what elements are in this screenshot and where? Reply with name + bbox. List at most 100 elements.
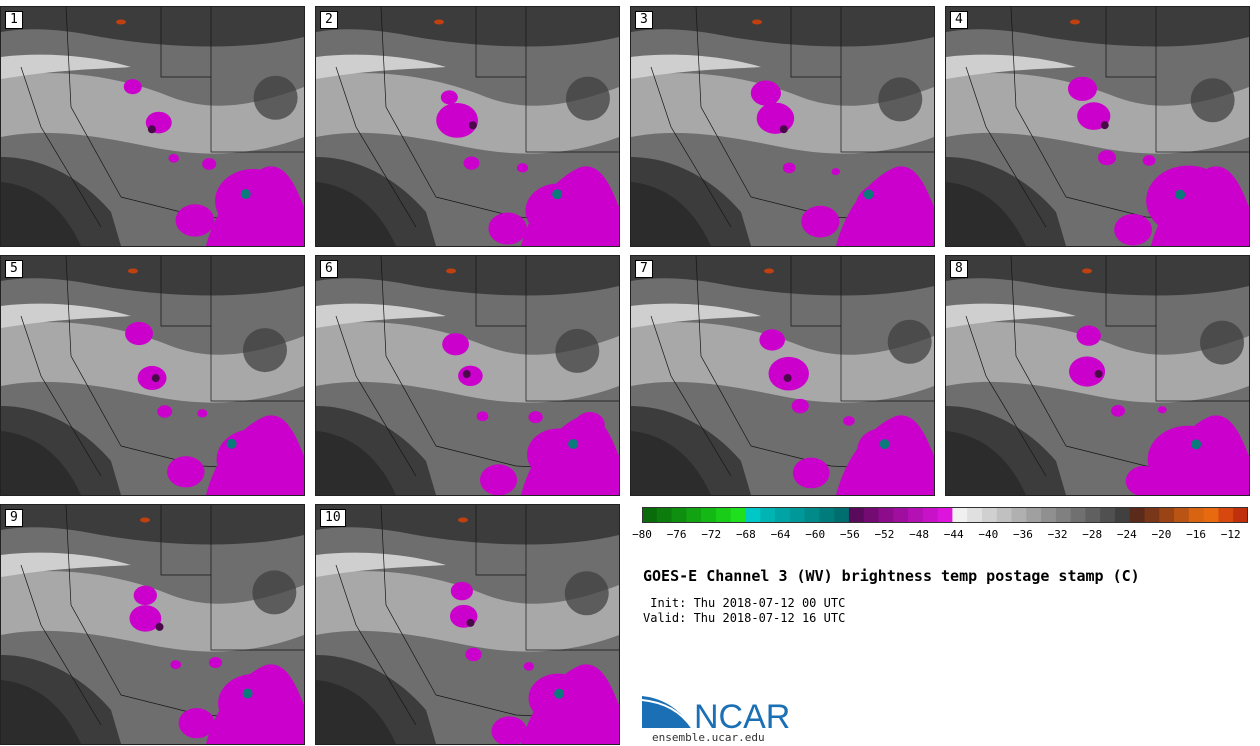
colorbar-swatch <box>848 507 865 523</box>
colorbar-swatch <box>701 507 717 523</box>
convective-cloud <box>123 79 142 95</box>
moist-streak <box>316 54 446 79</box>
panel-label-4: 4 <box>950 11 968 29</box>
convective-cloud <box>1076 325 1101 346</box>
wv-map <box>1 7 304 246</box>
dry-core-southwest <box>1 680 81 744</box>
cold-cloud-top <box>147 125 156 134</box>
state-boundary <box>650 315 732 477</box>
colorbar-swatch <box>775 507 791 523</box>
colorbar-tick-label: −76 <box>666 528 687 541</box>
colorbar-swatch <box>1011 507 1027 523</box>
colorbar-tick-label: −36 <box>1012 528 1033 541</box>
convective-cloud <box>516 163 529 173</box>
convective-cloud <box>170 660 182 670</box>
dry-band-north <box>1 256 304 296</box>
colorbar <box>642 507 1248 523</box>
convective-complex <box>206 415 304 495</box>
dry-band-north <box>1 505 304 545</box>
warm-spot <box>446 268 456 274</box>
state-boundary <box>380 7 437 198</box>
colorbar-tick-label: −56 <box>839 528 860 541</box>
colorbar-swatch <box>952 507 968 523</box>
colorbar-tick-label: −60 <box>805 528 826 541</box>
colorbar-tick-label: −24 <box>1116 528 1137 541</box>
colorbar-swatch <box>686 507 702 523</box>
convective-cloud <box>523 662 534 671</box>
state-boundary <box>650 66 732 228</box>
colorbar-swatch <box>819 507 835 523</box>
convective-cloud <box>488 212 527 245</box>
panel-label-9: 9 <box>5 509 23 527</box>
dry-band-north <box>316 256 619 296</box>
wv-map <box>946 256 1249 495</box>
moist-streak <box>631 303 761 328</box>
colorbar-swatch <box>1174 507 1190 523</box>
cold-cloud-top <box>568 438 579 449</box>
convective-cloud <box>442 333 469 356</box>
stamp-panel-9: 9 <box>0 504 305 745</box>
panel-label-6: 6 <box>320 260 338 278</box>
state-boundary <box>695 7 752 198</box>
colorbar-swatch <box>1041 507 1057 523</box>
convective-complex <box>521 166 619 246</box>
cold-cloud-top <box>1191 439 1202 450</box>
state-boundary <box>335 66 417 228</box>
panel-label-1: 1 <box>5 11 23 29</box>
panel-label-3: 3 <box>635 11 653 29</box>
dry-band-north <box>631 7 934 47</box>
moist-band <box>1 322 304 403</box>
map-4 <box>946 7 1249 246</box>
ncar-logo-text: NCAR <box>694 698 790 732</box>
colorbar-swatch <box>1188 507 1205 523</box>
warm-spot <box>458 517 468 523</box>
state-boundary <box>965 315 1047 477</box>
colorbar-swatch <box>834 507 850 523</box>
colorbar-swatch <box>715 507 732 523</box>
convective-cloud <box>479 464 518 495</box>
wv-map <box>316 7 619 246</box>
warm-spot <box>116 19 126 25</box>
init-time: Init: Thu 2018-07-12 00 UTC <box>643 596 846 610</box>
cold-cloud-top <box>240 189 251 200</box>
convective-cloud <box>1111 405 1125 417</box>
panel-label-2: 2 <box>320 11 338 29</box>
map-6 <box>316 256 619 495</box>
stamp-panel-3: 3 <box>630 6 935 247</box>
stamp-panel-2: 2 <box>315 6 620 247</box>
moist-streak <box>631 54 761 79</box>
wv-map <box>316 256 619 495</box>
convective-cloud <box>476 411 489 422</box>
state-boundary <box>335 564 417 726</box>
cold-cloud-top <box>1094 369 1103 378</box>
colorbar-tick-label: −16 <box>1186 528 1206 541</box>
colorbar-swatch <box>1085 507 1101 523</box>
map-10 <box>316 505 619 744</box>
wv-map <box>316 505 619 744</box>
convective-complex <box>836 166 934 246</box>
convective-complex <box>521 415 619 495</box>
warm-spot <box>1082 268 1092 274</box>
dry-core-southwest <box>316 680 396 744</box>
cold-cloud-top <box>466 618 475 627</box>
convective-cloud <box>792 457 830 489</box>
dry-core-southwest <box>631 431 711 495</box>
cold-cloud-top <box>1175 189 1186 200</box>
stamp-panel-8: 8 <box>945 255 1250 496</box>
valid-time: Valid: Thu 2018-07-12 16 UTC <box>643 611 846 625</box>
convective-cloud <box>831 168 840 176</box>
map-9 <box>1 505 304 744</box>
colorbar-swatch <box>804 507 820 523</box>
colorbar-border <box>642 507 1248 523</box>
state-boundary <box>1010 7 1067 198</box>
convective-cloud <box>458 365 483 387</box>
colorbar-tick-label: −12 <box>1220 528 1241 541</box>
warm-spot <box>140 517 150 523</box>
colorbar-swatch <box>1026 507 1042 523</box>
dry-band-north <box>316 505 619 545</box>
state-boundary <box>20 315 102 477</box>
convective-cloud <box>759 329 785 351</box>
warm-spot <box>752 19 762 25</box>
colorbar-tick-label: −28 <box>1082 528 1103 541</box>
stamp-panel-10: 10 <box>315 504 620 745</box>
